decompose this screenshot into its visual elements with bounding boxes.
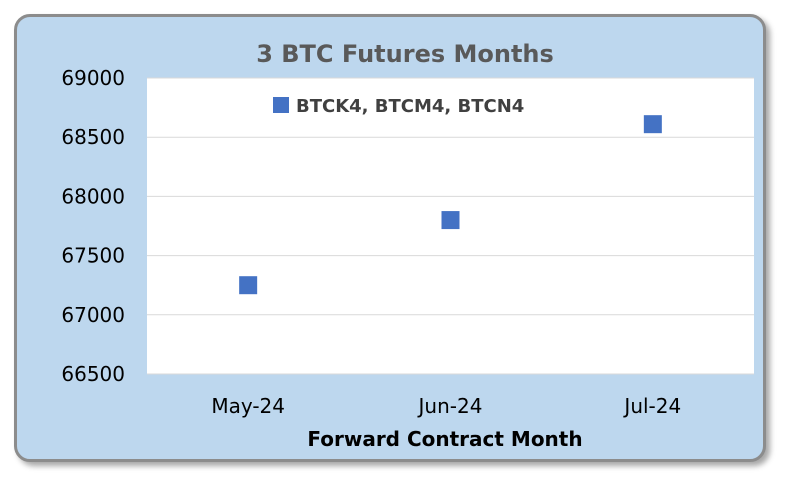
legend: BTCK4, BTCM4, BTCN4 — [273, 96, 524, 117]
y-axis: 66500 67000 67500 68000 68500 69000 — [61, 66, 125, 386]
x-axis: May-24 Jun-24 Jul-24 — [211, 394, 681, 418]
gridlines — [147, 77, 754, 375]
y-tick-label: 66500 — [61, 362, 125, 386]
series-points — [239, 115, 662, 295]
data-point — [643, 115, 662, 134]
data-point — [239, 276, 258, 295]
legend-label: BTCK4, BTCM4, BTCN4 — [296, 96, 524, 117]
x-tick-label: Jul-24 — [622, 394, 681, 418]
x-axis-title: Forward Contract Month — [307, 427, 582, 451]
y-tick-label: 69000 — [61, 66, 125, 90]
legend-marker — [273, 97, 289, 113]
x-tick-label: May-24 — [211, 394, 285, 418]
x-tick-label: Jun-24 — [417, 394, 483, 418]
y-tick-label: 67500 — [61, 244, 125, 268]
data-point — [441, 211, 460, 230]
y-tick-label: 68500 — [61, 125, 125, 149]
y-tick-label: 67000 — [61, 303, 125, 327]
chart-title: 3 BTC Futures Months — [256, 40, 554, 68]
y-tick-label: 68000 — [61, 184, 125, 208]
